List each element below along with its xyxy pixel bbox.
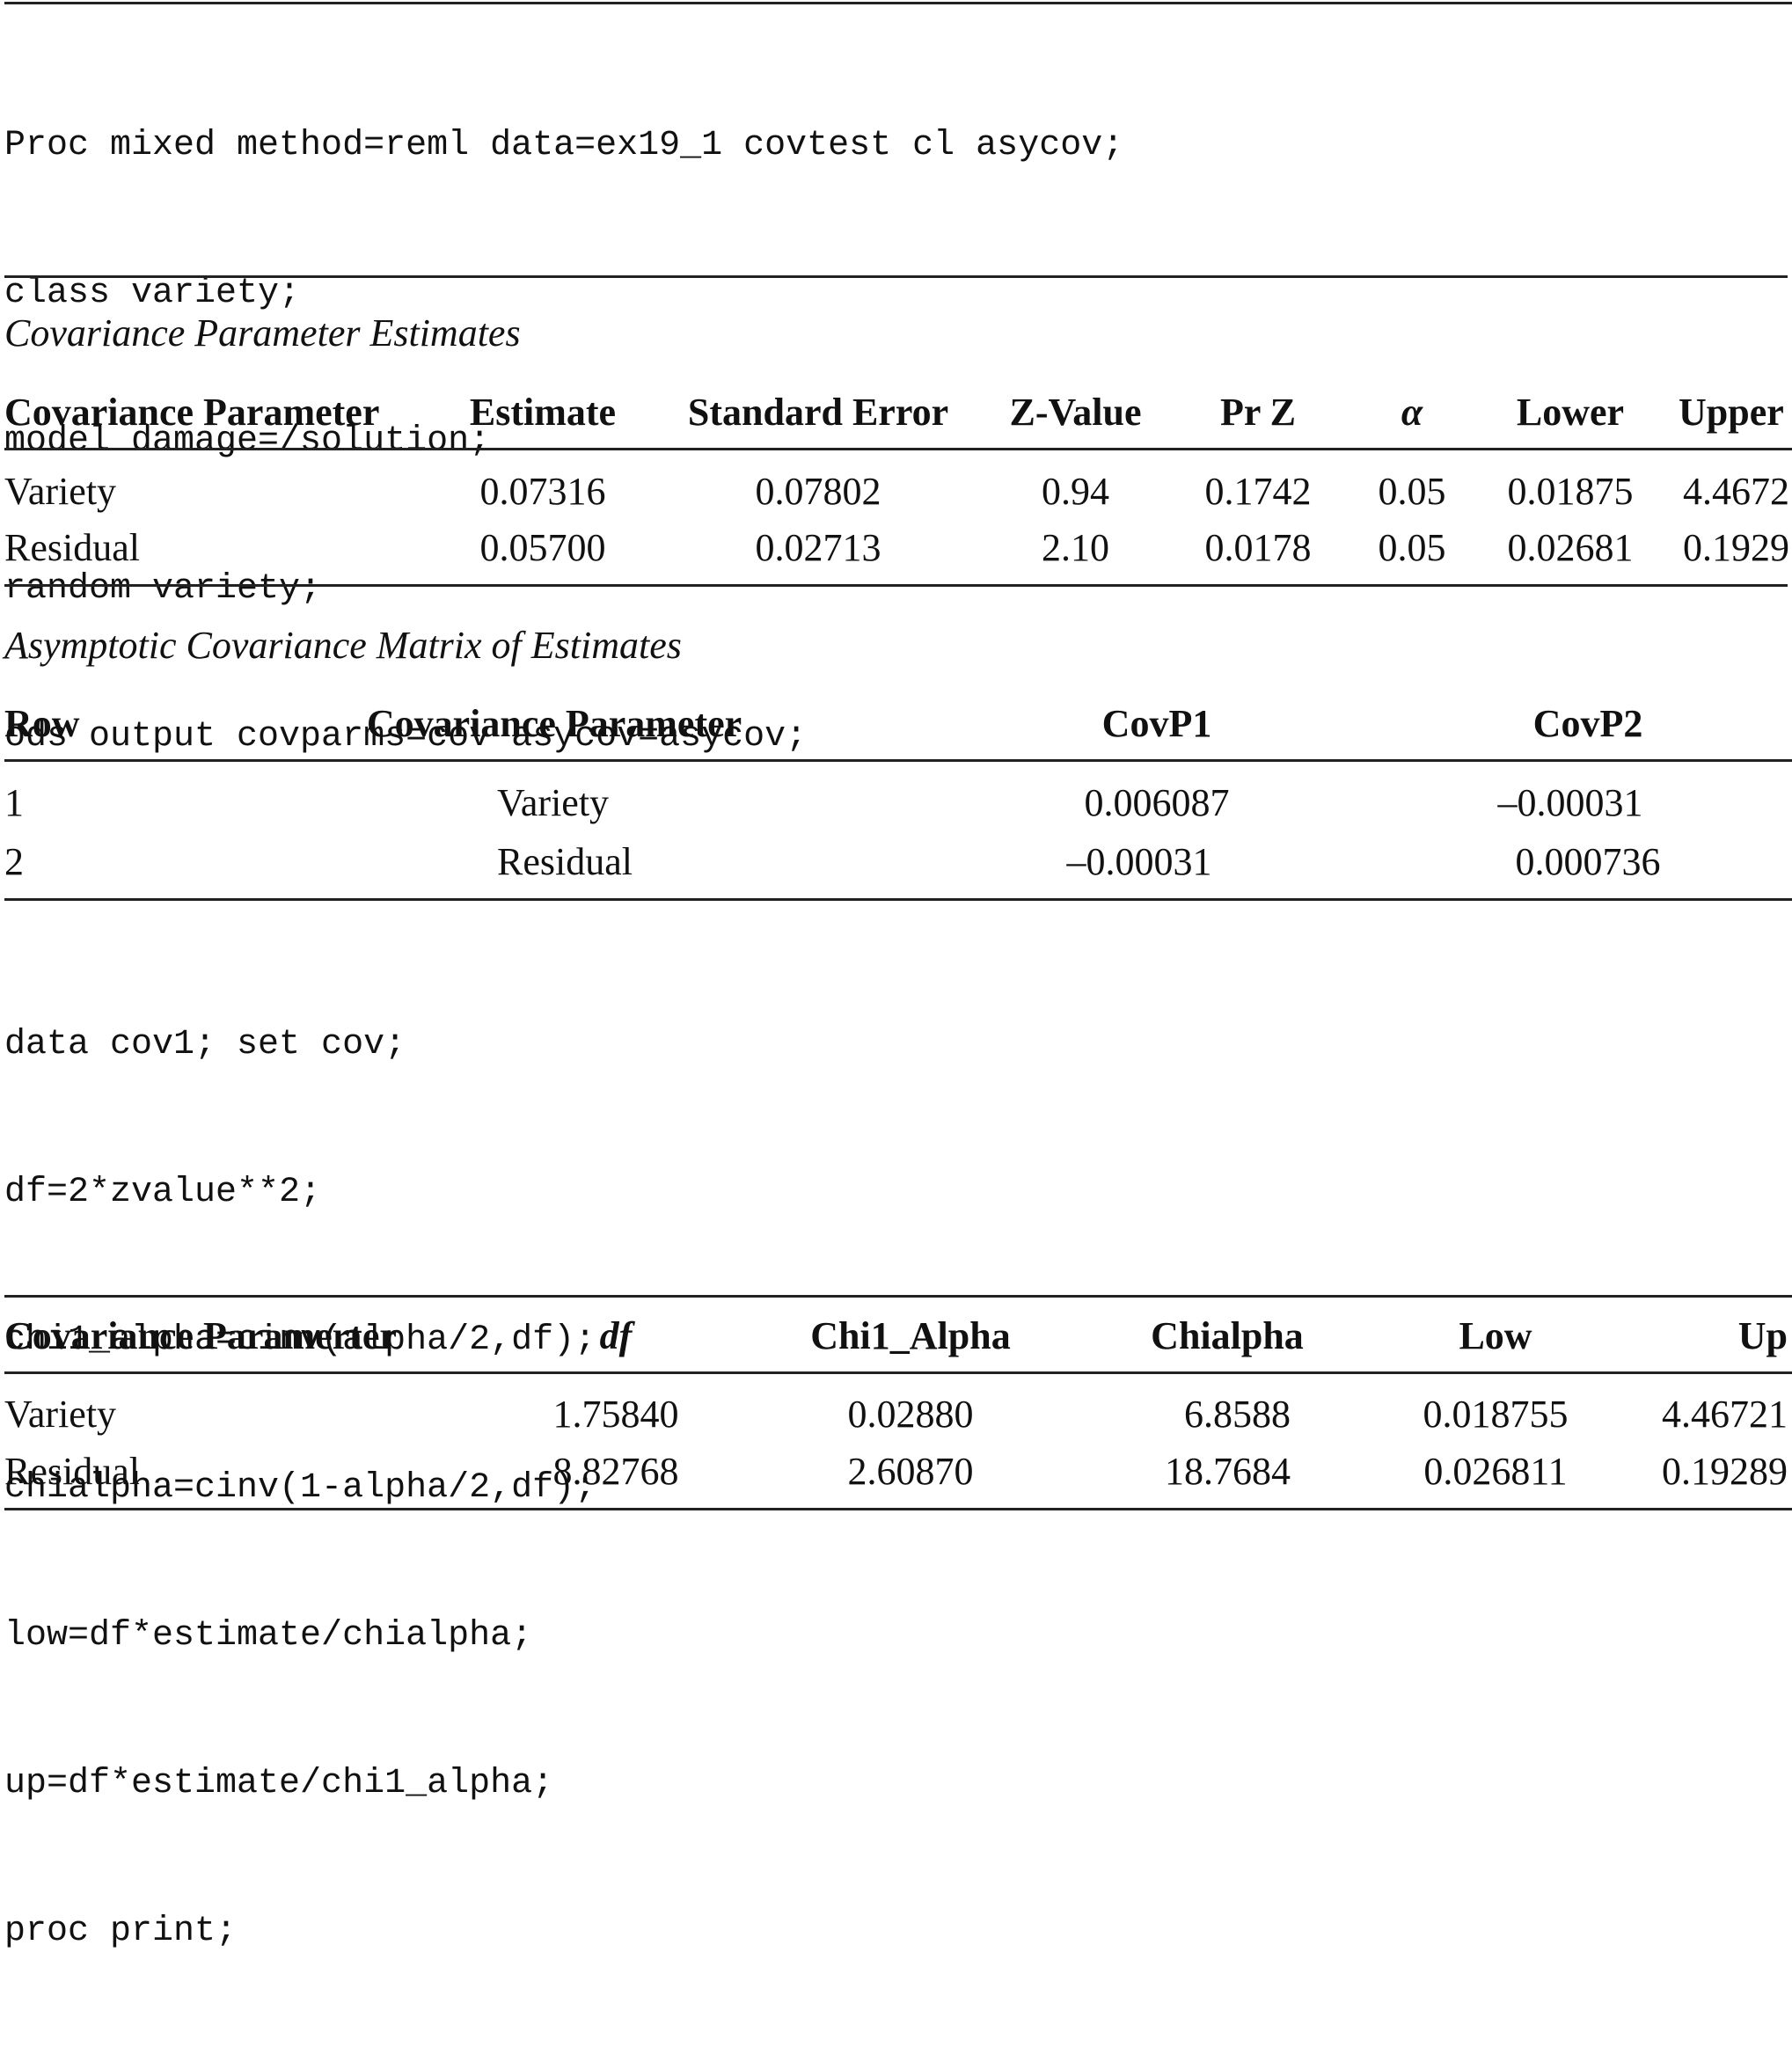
- code-line: up=df*estimate/chi1_alpha;: [4, 1764, 554, 1803]
- table3-cell: 8.82768: [552, 1450, 679, 1493]
- table1-header-alpha: α: [1401, 391, 1423, 434]
- table2-header-covariance-parameter: Covariance Parameter: [366, 702, 742, 745]
- code-line: chialpha=cinv(1-alpha/2,df);: [4, 1468, 596, 1508]
- code-line: class variety;: [4, 274, 301, 313]
- code-line: Proc mixed method=reml data=ex19_1 covte…: [4, 126, 1124, 165]
- table2-cell: 2: [4, 840, 24, 883]
- table1-cell: 0.1929: [1683, 526, 1789, 569]
- table1-header-standard-error: Standard Error: [687, 391, 949, 434]
- table1-bottom-rule: [4, 584, 1788, 587]
- document-page: Proc mixed method=reml data=ex19_1 covte…: [4, 2, 1792, 1951]
- code-line: proc print;: [4, 1912, 238, 1951]
- table1-header-estimate: Estimate: [469, 391, 617, 434]
- table2-cell: –0.00031: [1497, 781, 1643, 824]
- table1-cell: 0.02713: [755, 526, 881, 569]
- rule-after-code-1: [4, 275, 1788, 278]
- table3-bottom-rule: [4, 1508, 1792, 1510]
- table2-bottom-rule: [4, 898, 1792, 901]
- table3-cell: Residual: [4, 1450, 140, 1493]
- code-line: random variety;: [4, 569, 322, 609]
- table3-header-covariance-paramerter: Covariance Paramerter: [4, 1314, 397, 1357]
- table1-cell: 0.0178: [1204, 526, 1312, 569]
- top-rule: [4, 2, 1792, 4]
- table1-header-z-value: Z-Value: [1009, 391, 1142, 434]
- table1-cell: 0.07316: [479, 470, 606, 513]
- table2-header-rule: [4, 759, 1792, 762]
- table1-cell: 0.02681: [1507, 526, 1634, 569]
- table1-header-covariance-parameter: Covariance Parameter: [4, 391, 380, 434]
- table2-caption: Asymptotic Covariance Matrix of Estimate…: [4, 624, 682, 667]
- table3-cell: 2.60870: [847, 1450, 974, 1493]
- table2-cell: 1: [4, 781, 24, 824]
- table3-header-chi1-alpha: Chi1_Alpha: [810, 1314, 1011, 1357]
- table3-cell: 1.75840: [552, 1393, 679, 1436]
- table2-cell: Residual: [497, 840, 633, 883]
- table3-header-df: df: [599, 1314, 633, 1357]
- table1-cell: 0.94: [1042, 470, 1109, 513]
- table1-header-pr-z: Pr Z: [1220, 391, 1296, 434]
- table2-header-covp2: CovP2: [1532, 702, 1643, 745]
- code-line: ods output covparms=cov asycov=asycov;: [4, 717, 808, 757]
- table3-header-rule: [4, 1371, 1792, 1374]
- table3-cell: 0.018755: [1423, 1393, 1569, 1436]
- table1-cell: 0.07802: [755, 470, 881, 513]
- table1-cell: 4.4672: [1683, 470, 1789, 513]
- table1-cell: 0.05: [1378, 526, 1446, 569]
- table3-header-up: Up: [1737, 1314, 1788, 1357]
- table3-cell: Variety: [4, 1393, 117, 1436]
- table2-cell: Variety: [497, 781, 610, 824]
- sas-code-block-1: Proc mixed method=reml data=ex19_1 covte…: [4, 23, 1123, 860]
- table1-cell: 0.1742: [1204, 470, 1312, 513]
- code-line: df=2*zvalue**2;: [4, 1173, 322, 1212]
- table3-cell: 0.19289: [1662, 1450, 1788, 1493]
- table3-header-chialpha: Chialpha: [1151, 1314, 1304, 1357]
- table2-cell: 0.006087: [1084, 781, 1230, 824]
- table2-header-covp1: CovP1: [1101, 702, 1212, 745]
- table1-header-upper: Upper: [1679, 391, 1784, 434]
- table2-header-row: Row: [4, 702, 80, 745]
- code-line: model damage=/solution;: [4, 421, 491, 461]
- table1-header-lower: Lower: [1516, 391, 1625, 434]
- table1-cell: Residual: [4, 526, 140, 569]
- table1-cell: Variety: [4, 470, 117, 513]
- table3-cell: 0.02880: [847, 1393, 974, 1436]
- code-line: low=df*estimate/chialpha;: [4, 1616, 533, 1656]
- table3-cell: 4.46721: [1662, 1393, 1788, 1436]
- table1-cell: 0.01875: [1507, 470, 1634, 513]
- table2-cell: –0.00031: [1066, 840, 1212, 883]
- table3-header-low: Low: [1459, 1314, 1532, 1357]
- table3-cell: 0.026811: [1423, 1450, 1568, 1493]
- table3-cell: 18.7684: [1165, 1450, 1291, 1493]
- table1-cell: 2.10: [1042, 526, 1109, 569]
- code-line: chi1_alpha=cinv(alpha/2,df);: [4, 1320, 596, 1360]
- table1-header-rule: [4, 448, 1792, 450]
- table1-cell: 0.05700: [479, 526, 606, 569]
- table1-caption: Covariance Parameter Estimates: [4, 311, 521, 355]
- code-line: data cov1; set cov;: [4, 1025, 406, 1064]
- table3-top-rule: [4, 1295, 1792, 1298]
- table1-cell: 0.05: [1378, 470, 1446, 513]
- table2-cell: 0.000736: [1515, 840, 1661, 883]
- table3-cell: 6.8588: [1184, 1393, 1291, 1436]
